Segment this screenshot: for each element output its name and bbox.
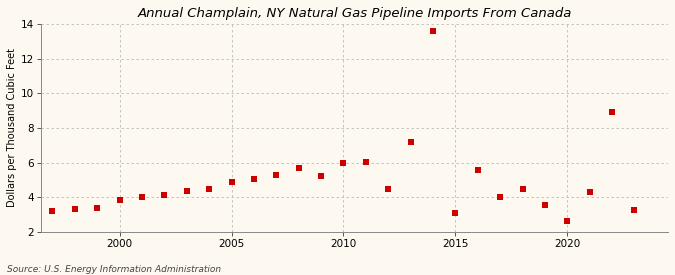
Point <box>294 166 304 170</box>
Point <box>562 219 572 224</box>
Text: Source: U.S. Energy Information Administration: Source: U.S. Energy Information Administ… <box>7 265 221 274</box>
Point <box>450 211 461 215</box>
Point <box>182 189 192 193</box>
Point <box>629 208 640 212</box>
Point <box>517 186 528 191</box>
Point <box>607 110 618 114</box>
Point <box>383 186 394 191</box>
Point <box>136 195 147 199</box>
Point <box>271 172 281 177</box>
Point <box>204 186 215 191</box>
Point <box>316 173 327 178</box>
Point <box>405 139 416 144</box>
Title: Annual Champlain, NY Natural Gas Pipeline Imports From Canada: Annual Champlain, NY Natural Gas Pipelin… <box>138 7 572 20</box>
Point <box>47 209 58 213</box>
Point <box>338 160 349 165</box>
Point <box>428 29 439 33</box>
Point <box>539 203 550 207</box>
Point <box>114 198 125 202</box>
Point <box>92 206 103 211</box>
Point <box>472 168 483 172</box>
Point <box>495 195 506 199</box>
Point <box>585 190 595 194</box>
Point <box>226 180 237 185</box>
Point <box>70 207 80 211</box>
Point <box>248 177 259 181</box>
Point <box>159 192 170 197</box>
Point <box>360 160 371 164</box>
Y-axis label: Dollars per Thousand Cubic Feet: Dollars per Thousand Cubic Feet <box>7 48 17 207</box>
